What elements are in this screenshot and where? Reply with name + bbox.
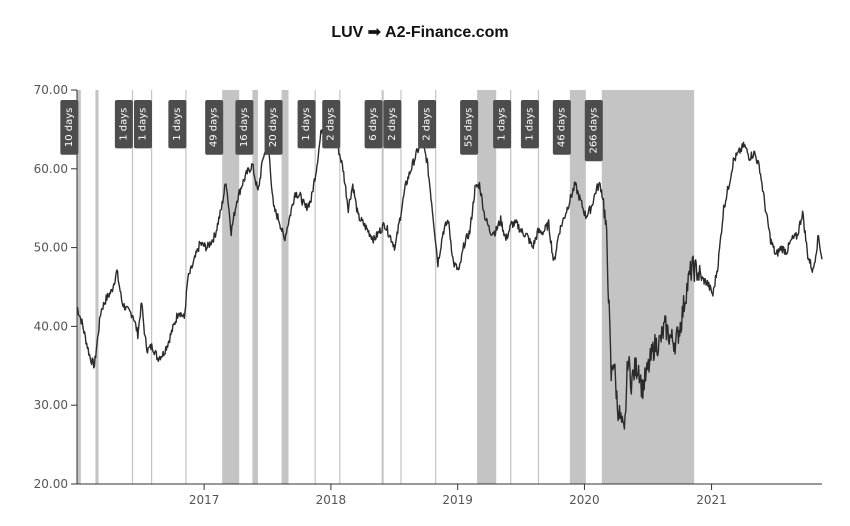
y-tick-label: 30.00 (34, 398, 68, 412)
drawdown-band-15 (537, 90, 540, 484)
drawdown-badge: 1 days (493, 100, 512, 149)
drawdown-badge-box (520, 100, 539, 149)
drawdown-badge: 2 days (383, 100, 402, 149)
drawdown-badge-box (60, 100, 79, 155)
drawdown-badge-label: 1 days (172, 108, 183, 141)
drawdown-badge-box (168, 100, 187, 149)
drawdown-band-11 (400, 90, 402, 484)
drawdown-badge-label: 6 days (368, 108, 379, 141)
drawdown-band-12 (435, 90, 437, 484)
drawdown-badge: 2 days (322, 100, 341, 149)
drawdown-badge-label: 2 days (387, 108, 398, 141)
drawdown-badge: 1 days (114, 100, 133, 149)
axes: 20.00 30.00 40.00 50.00 60.00 70.00 2017 2018 20… (34, 83, 822, 507)
y-tick-label: 40.00 (34, 319, 68, 333)
drawdown-badge: 55 days (460, 100, 479, 155)
drawdown-badge-label: 266 days (588, 108, 599, 154)
x-tick-label: 2021 (696, 493, 727, 507)
drawdown-badge: 46 days (552, 100, 571, 155)
drawdown-badge-box (264, 100, 283, 155)
x-tick-label: 2018 (316, 493, 347, 507)
drawdown-badge: 10 days (60, 100, 79, 155)
drawdown-badge-label: 55 days (464, 108, 475, 148)
x-tick-label: 2020 (569, 493, 600, 507)
drawdown-badge: 2 days (418, 100, 437, 149)
drawdown-badge-box (383, 100, 402, 149)
drawdown-badge-box (133, 100, 152, 149)
drawdown-badges: 10 days 1 days 1 days 1 days 49 days 16 days 2… (60, 100, 603, 162)
drawdown-badge-label: 49 days (209, 108, 220, 148)
drawdown-badge: 49 days (205, 100, 224, 155)
drawdown-badge-label: 2 days (326, 108, 337, 141)
drawdown-badge-label: 46 days (556, 108, 567, 148)
drawdown-band-17 (601, 90, 695, 484)
y-tick-label: 60.00 (34, 162, 68, 176)
price-line (76, 120, 823, 430)
drawdown-badge: 266 days (584, 100, 603, 162)
drawdown-badge-box (418, 100, 437, 149)
drawdown-band-10 (381, 90, 384, 484)
drawdown-badge-box (493, 100, 512, 149)
drawdown-badge-box (552, 100, 571, 155)
drawdown-band-8 (314, 90, 316, 484)
drawdown-badge-box (364, 100, 383, 149)
drawdown-badge-label: 2 days (422, 108, 433, 141)
drawdown-band-3 (150, 90, 153, 484)
drawdown-badge: 6 days (364, 100, 383, 149)
drawdown-badge: 16 days (235, 100, 254, 155)
drawdown-badge-box (297, 100, 316, 149)
drawdown-badge-box (584, 100, 603, 162)
drawdown-badge-label: 1 days (301, 108, 312, 141)
drawdown-badge-box (322, 100, 341, 149)
drawdown-badge-box (205, 100, 224, 155)
y-tick-label: 70.00 (34, 83, 68, 97)
x-tick-label: 2019 (442, 493, 473, 507)
drawdown-badge: 1 days (168, 100, 187, 149)
drawdown-badge: 1 days (297, 100, 316, 149)
drawdown-band-0 (77, 90, 81, 484)
drawdown-badge: 1 days (520, 100, 539, 149)
drawdown-band-9 (339, 90, 341, 484)
drawdown-badge-label: 1 days (524, 108, 535, 141)
drawdown-band-13 (477, 90, 497, 484)
x-tick-label: 2017 (189, 493, 220, 507)
drawdown-badge: 20 days (264, 100, 283, 155)
drawdown-badge-box (460, 100, 479, 155)
drawdown-band-16 (569, 90, 586, 484)
drawdown-badge-box (114, 100, 133, 149)
drawdown-band-6 (252, 90, 258, 484)
drawdown-badge-label: 1 days (497, 108, 508, 141)
drawdown-badge-label: 1 days (118, 108, 129, 141)
drawdown-band-7 (281, 90, 289, 484)
drawdown-band-2 (131, 90, 134, 484)
drawdown-band-4 (185, 90, 187, 484)
price-series (76, 120, 823, 430)
drawdown-badge-label: 16 days (239, 108, 250, 148)
drawdown-badge-label: 20 days (268, 108, 279, 148)
drawdown-badge-box (235, 100, 254, 155)
drawdown-badge-label: 1 days (137, 108, 148, 141)
y-tick-label: 20.00 (34, 477, 68, 491)
drawdown-band-14 (510, 90, 512, 484)
y-tick-label: 50.00 (34, 241, 68, 255)
drawdown-badge-label: 10 days (64, 108, 75, 148)
drawdown-badge: 1 days (133, 100, 152, 149)
drawdown-band-1 (95, 90, 99, 484)
chart-title: LUV ➟ A2-Finance.com (331, 24, 509, 41)
